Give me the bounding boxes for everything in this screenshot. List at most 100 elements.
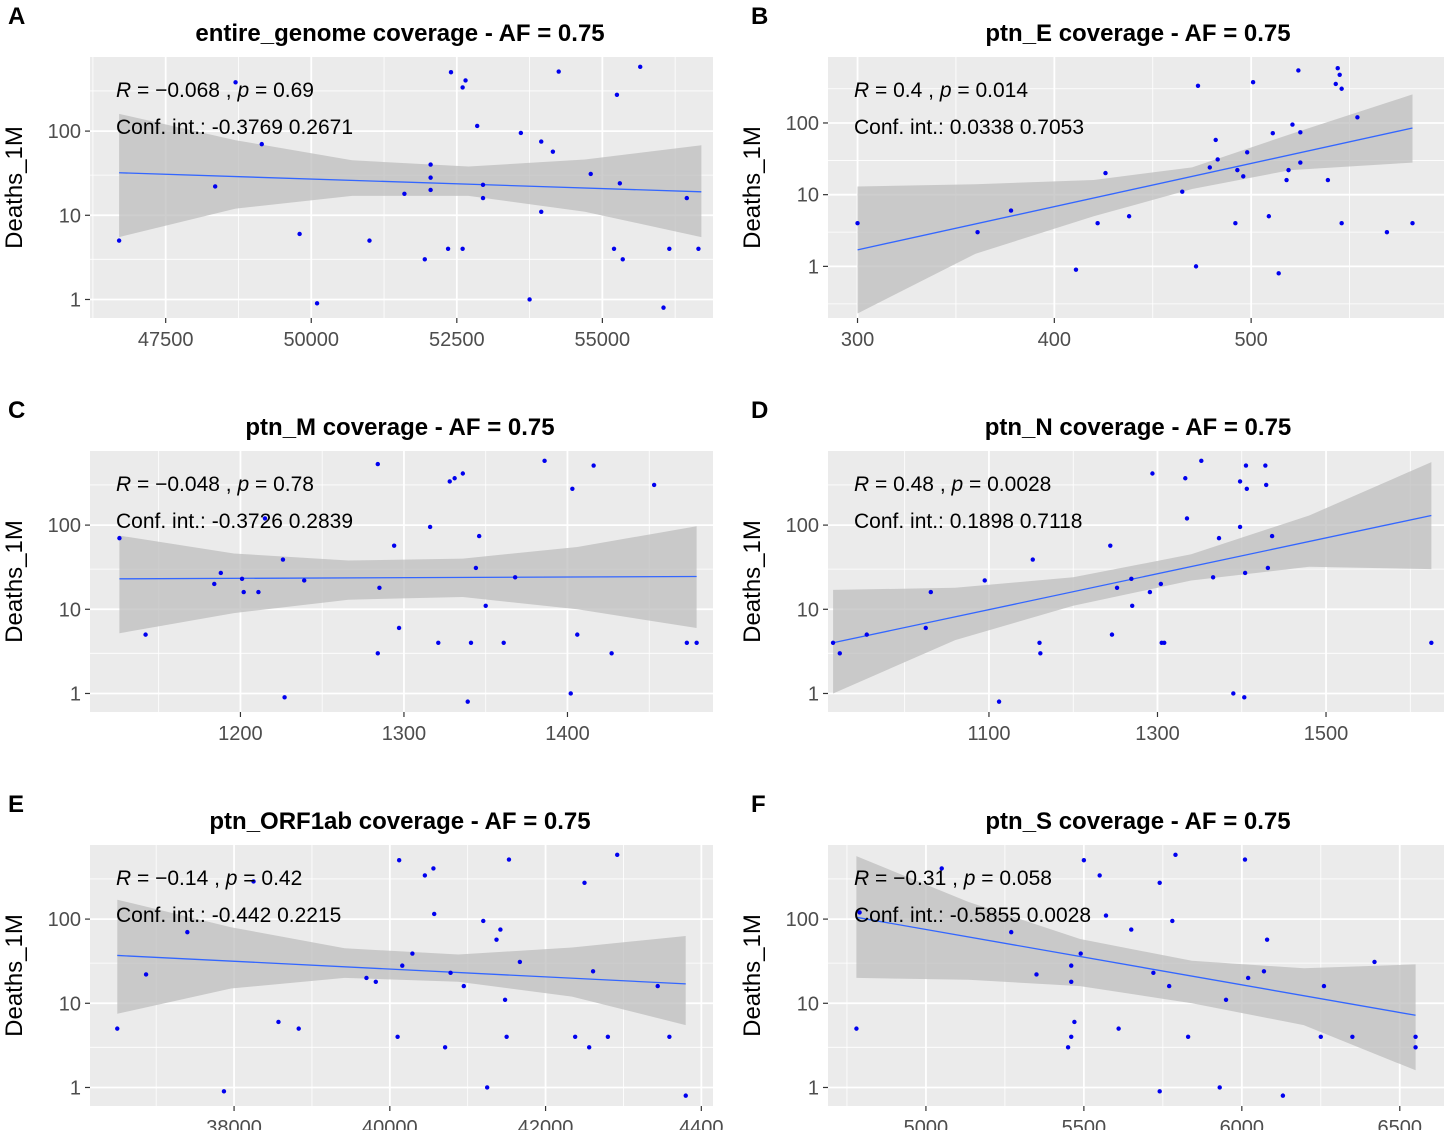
data-point (297, 231, 302, 237)
panel-a: R = −0.068 , p = 0.69 Conf. int.: -0.3769… (1, 3, 713, 351)
data-point (431, 866, 436, 871)
confidence-band (117, 899, 686, 1026)
data-point (1333, 81, 1338, 87)
r-equals: = (131, 79, 155, 102)
r-symbol: R (854, 867, 869, 890)
data-point (452, 476, 457, 481)
data-point (1157, 1089, 1162, 1094)
data-point (373, 979, 379, 984)
confidence-band (119, 526, 697, 634)
data-point (445, 246, 451, 251)
y-tick-label: 10 (797, 993, 819, 1015)
data-point (982, 578, 987, 583)
data-point (428, 187, 433, 193)
correlation-annotation: R = −0.068 , p = 0.69 (116, 79, 314, 102)
data-point (1078, 951, 1083, 956)
p-symbol: p (963, 867, 976, 890)
data-point (1325, 177, 1331, 183)
r-value: −0.048 (155, 473, 220, 496)
data-point (975, 229, 980, 235)
data-point (474, 123, 480, 129)
data-point (694, 640, 699, 645)
y-tick-label: 1 (70, 289, 81, 311)
confidence-band (857, 94, 1413, 314)
data-point (212, 184, 218, 189)
data-point (1237, 479, 1243, 484)
data-point (1108, 543, 1113, 548)
data-point (527, 297, 532, 302)
data-point (276, 1019, 281, 1025)
data-point (1350, 1034, 1355, 1039)
data-point (1321, 983, 1327, 989)
r-equals: = (131, 473, 155, 496)
confidence-interval-annotation: Conf. int.: 0.1898 0.7118 (854, 510, 1082, 533)
confidence-interval-annotation: Conf. int.: -0.442 0.2215 (116, 904, 341, 927)
data-point (1072, 1019, 1077, 1025)
y-tick-label: 100 (786, 113, 819, 135)
data-point (259, 141, 264, 147)
data-point (1384, 229, 1390, 235)
data-point (1241, 174, 1246, 179)
data-point (1129, 576, 1134, 582)
x-tick-label: 38000 (206, 1117, 262, 1130)
data-point (1263, 463, 1268, 468)
y-tick-label: 10 (59, 205, 81, 227)
data-point (1242, 570, 1248, 576)
regression-line (117, 954, 686, 985)
y-axis-label: Deaths_1M (1, 914, 28, 1037)
data-point (655, 983, 660, 989)
regression-line (857, 127, 1413, 251)
r-equals: = (131, 867, 155, 890)
x-tick-label: 42000 (518, 1117, 574, 1130)
data-point (465, 699, 470, 704)
data-point (1223, 997, 1229, 1002)
data-point (1244, 486, 1250, 491)
p-symbol: p (951, 473, 964, 496)
data-point (498, 927, 503, 932)
data-point (661, 305, 666, 310)
data-point (377, 585, 382, 590)
p-equals: = (952, 79, 976, 102)
data-point (1097, 873, 1102, 878)
data-point (256, 589, 261, 595)
data-point (1199, 458, 1204, 464)
data-point (1270, 130, 1275, 136)
data-point (854, 1026, 859, 1031)
data-point (1183, 476, 1188, 481)
x-tick-label: 1200 (218, 723, 263, 745)
data-point (1166, 983, 1172, 989)
p-value: 0.69 (273, 79, 314, 102)
data-point (512, 575, 518, 580)
data-point (611, 246, 617, 251)
confidence-interval-annotation: Conf. int.: -0.5855 0.0028 (854, 904, 1091, 927)
data-point (1184, 516, 1190, 521)
data-point (1193, 264, 1199, 269)
y-tick-label: 100 (48, 121, 81, 143)
panel-title: ptn_S coverage - AF = 0.75 (985, 808, 1290, 835)
data-point (1147, 589, 1153, 595)
data-point (428, 162, 433, 167)
r-separator: , (946, 867, 964, 890)
data-point (1263, 482, 1269, 488)
x-tick-label: 40000 (362, 1117, 418, 1130)
data-point (1243, 463, 1249, 468)
data-point (996, 699, 1002, 704)
data-point (233, 80, 238, 85)
data-point (1429, 640, 1434, 645)
data-point (402, 191, 407, 196)
p-symbol: p (939, 79, 952, 102)
y-tick-label: 10 (797, 599, 819, 621)
data-point (1034, 972, 1039, 977)
x-tick-label: 4400 (679, 1117, 724, 1130)
data-point (1030, 557, 1035, 562)
r-equals: = (869, 79, 893, 102)
data-point (1213, 137, 1218, 143)
p-value: 0.78 (273, 473, 314, 496)
data-point (422, 257, 427, 262)
confidence-interval-annotation: Conf. int.: -0.3769 0.2671 (116, 116, 353, 139)
data-point (830, 640, 836, 645)
y-axis-label: Deaths_1M (1, 126, 28, 249)
data-point (696, 246, 701, 251)
data-point (1065, 1045, 1071, 1050)
data-point (550, 149, 556, 154)
